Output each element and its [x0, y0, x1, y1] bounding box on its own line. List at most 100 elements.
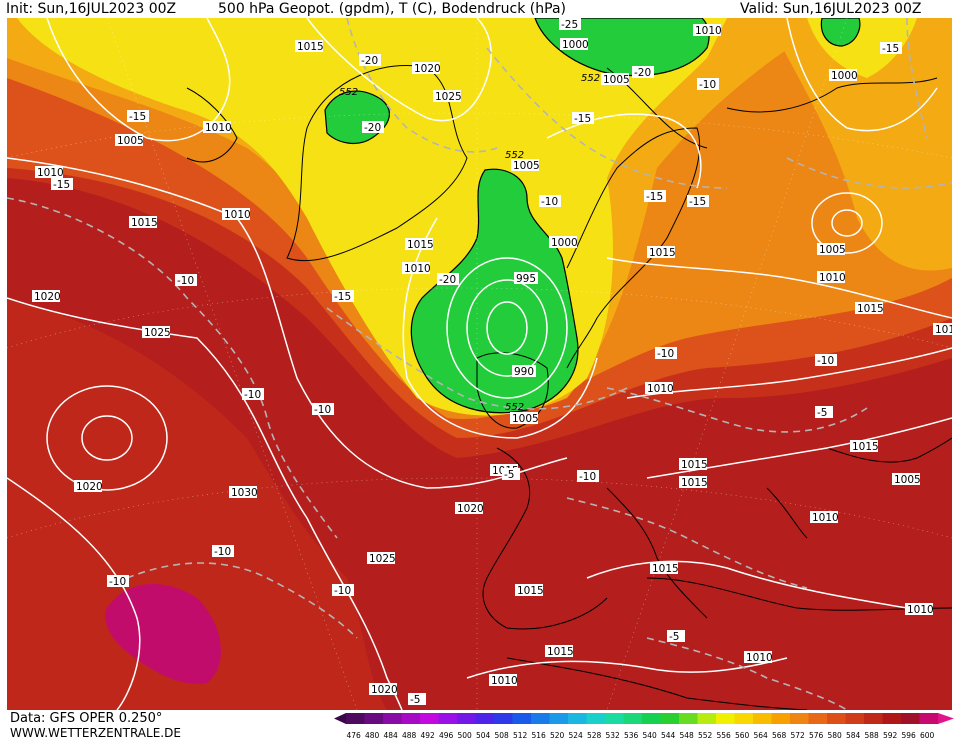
pressure-label: 1015 — [545, 645, 574, 658]
legend-swatch — [346, 713, 365, 724]
pressure-label: 1025 — [433, 90, 462, 103]
legend-swatch — [549, 713, 569, 724]
temperature-label: -10 — [655, 347, 677, 360]
pressure-label: 1020 — [369, 683, 398, 696]
legend-swatch — [771, 713, 791, 724]
pressure-label: 995 — [514, 272, 538, 285]
svg-text:1010: 1010 — [224, 209, 251, 221]
svg-text:-20: -20 — [439, 274, 456, 286]
legend-swatch — [531, 713, 550, 724]
pressure-label: 1000 — [829, 69, 858, 82]
temperature-label: -15 — [687, 195, 709, 208]
legend-tick-label: 512 — [513, 731, 528, 740]
legend-swatch — [716, 713, 735, 724]
init-time-label: Init: Sun,16JUL2023 00Z — [6, 1, 177, 17]
website-label: WWW.WETTERZENTRALE.DE — [10, 726, 181, 740]
legend-tick-label: 532 — [606, 731, 621, 740]
pressure-label: 1015 — [405, 238, 434, 251]
legend-tick-label: 484 — [384, 731, 399, 740]
legend-swatch — [901, 713, 920, 724]
svg-text:-10: -10 — [314, 404, 331, 416]
svg-text:1010: 1010 — [746, 652, 773, 664]
svg-text:-10: -10 — [334, 585, 351, 597]
svg-text:1015: 1015 — [857, 303, 884, 315]
isotherms — [7, 18, 952, 710]
geopotential-label: 552 — [581, 73, 600, 84]
temperature-label: -10 — [539, 195, 561, 208]
footer-bar: Data: GFS OPER 0.250° WWW.WETTERZENTRALE… — [0, 710, 959, 741]
legend-tick-label: 596 — [902, 731, 917, 740]
legend-swatch — [734, 713, 754, 724]
temperature-label: -10 — [577, 470, 599, 483]
legend-swatch — [494, 713, 513, 724]
pressure-label: 1015 — [679, 476, 708, 489]
svg-text:1015: 1015 — [517, 585, 544, 597]
svg-text:-15: -15 — [53, 179, 70, 191]
legend-swatch — [623, 713, 643, 724]
legend-swatch — [845, 713, 865, 724]
svg-text:-10: -10 — [817, 355, 834, 367]
legend-tick-label: 556 — [717, 731, 732, 740]
svg-text:990: 990 — [514, 366, 534, 378]
fill-light-orange-east — [767, 18, 952, 271]
isobars — [7, 18, 952, 710]
svg-text:-20: -20 — [634, 67, 651, 79]
svg-text:1020: 1020 — [371, 684, 398, 696]
pressure-label: 1005 — [601, 73, 630, 86]
legend-tick-label: 520 — [550, 731, 565, 740]
legend-tick-label: 600 — [920, 731, 935, 740]
svg-text:1020: 1020 — [76, 481, 103, 493]
svg-text:-10: -10 — [657, 348, 674, 360]
svg-text:1010: 1010 — [37, 167, 64, 179]
pressure-label: 1005 — [892, 473, 921, 486]
svg-text:1010: 1010 — [205, 122, 232, 134]
color-legend: 476 480 484 488 492 496 500 504 508 512 516 520 524 5… — [334, 713, 954, 740]
data-source-label: Data: GFS OPER 0.250° — [10, 711, 163, 726]
temperature-label: -15 — [332, 290, 354, 303]
temperature-label: -15 — [644, 190, 666, 203]
legend-tick-label: 504 — [476, 731, 491, 740]
legend-swatch — [790, 713, 809, 724]
svg-text:-15: -15 — [334, 291, 351, 303]
pressure-label: 1000 — [549, 236, 578, 249]
svg-text:-10: -10 — [579, 471, 596, 483]
pressure-label: 1020 — [32, 290, 61, 303]
legend-tick-label: 492 — [421, 731, 436, 740]
svg-text:-5: -5 — [817, 407, 827, 419]
temperature-label: -10 — [332, 584, 354, 597]
svg-text:1020: 1020 — [457, 503, 484, 515]
temperature-label: -10 — [697, 78, 719, 91]
temperature-label: -5 — [502, 468, 520, 481]
pressure-label: 1010 — [203, 121, 232, 134]
pressure-label: 1010 — [693, 24, 722, 37]
svg-text:-10: -10 — [109, 576, 126, 588]
legend-tick-label: 580 — [828, 731, 843, 740]
svg-text:1010: 1010 — [907, 604, 934, 616]
svg-text:995: 995 — [516, 273, 536, 285]
svg-text:1015: 1015 — [297, 41, 324, 53]
svg-text:1020: 1020 — [34, 291, 61, 303]
legend-tick-label: 476 — [347, 731, 362, 740]
legend-tick-label: 548 — [680, 731, 695, 740]
legend-tick-label: 588 — [865, 731, 880, 740]
svg-text:1005: 1005 — [603, 74, 630, 86]
pressure-label: 1010 — [489, 674, 518, 687]
pressure-label: 1015 — [515, 584, 544, 597]
svg-text:1015: 1015 — [547, 646, 574, 658]
legend-swatch — [864, 713, 883, 724]
legend-swatch — [808, 713, 828, 724]
svg-text:1000: 1000 — [551, 237, 578, 249]
legend-tick-label: 540 — [643, 731, 658, 740]
pressure-label: 1015 — [295, 40, 324, 53]
svg-text:-15: -15 — [689, 196, 706, 208]
legend-tick-label: 584 — [846, 731, 861, 740]
legend-swatch — [586, 713, 606, 724]
legend-swatch — [420, 713, 439, 724]
valid-time-label: Valid: Sun,16JUL2023 00Z — [740, 1, 922, 17]
legend-left-arrow — [334, 713, 346, 724]
svg-text:-10: -10 — [699, 79, 716, 91]
pressure-label: 1015 — [679, 458, 708, 471]
fill-green-ne — [820, 18, 861, 47]
legend-tick-label: 488 — [402, 731, 417, 740]
legend-tick-label: 572 — [791, 731, 806, 740]
